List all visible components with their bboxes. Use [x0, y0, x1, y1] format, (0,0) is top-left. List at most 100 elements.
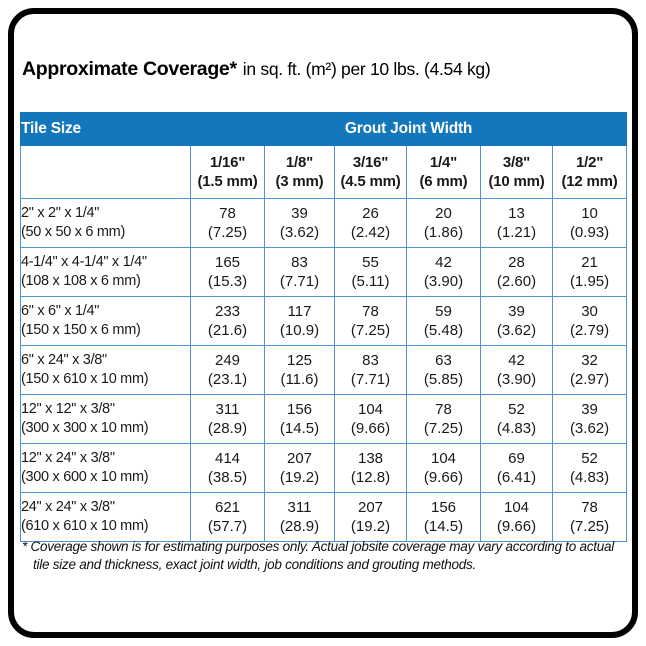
coverage-m2: (10.9)	[279, 322, 320, 339]
coverage-m2: (38.5)	[207, 469, 248, 486]
coverage-m2: (19.2)	[350, 518, 391, 535]
tile-size-mm: (50 x 50 x 6 mm)	[21, 224, 125, 240]
col-header: 1/4" (6 mm)	[406, 145, 481, 199]
coverage-sqft: 311	[287, 499, 312, 516]
table-row: 24" x 24" x 3/8" (610 x 610 x 10 mm) 621 (…	[20, 492, 628, 542]
coverage-m2: (15.3)	[207, 273, 248, 290]
tile-size-label: 6" x 24" x 3/8"	[21, 352, 107, 368]
coverage-cell: 83 (7.71)	[334, 345, 407, 395]
col-size: 3/16"	[352, 154, 389, 171]
coverage-sqft: 26	[362, 205, 379, 222]
coverage-cell: 104 (9.66)	[334, 394, 407, 444]
coverage-m2: (0.93)	[569, 224, 610, 241]
coverage-sqft: 13	[508, 205, 525, 222]
coverage-cell: 156 (14.5)	[264, 394, 335, 444]
coverage-m2: (3.90)	[423, 273, 464, 290]
tile-size-label: 24" x 24" x 3/8"	[21, 499, 115, 515]
coverage-cell: 42 (3.90)	[406, 247, 481, 297]
coverage-cell: 26 (2.42)	[334, 198, 407, 248]
coverage-cell: 83 (7.71)	[264, 247, 335, 297]
coverage-cell: 207 (19.2)	[334, 492, 407, 542]
coverage-m2: (1.95)	[569, 273, 610, 290]
coverage-cell: 55 (5.11)	[334, 247, 407, 297]
table-row: 6" x 24" x 3/8" (150 x 610 x 10 mm) 249 (2…	[20, 345, 628, 395]
coverage-m2: (9.66)	[423, 469, 464, 486]
coverage-table: Tile Size Grout Joint Width 1/16" (1.5 mm…	[20, 112, 628, 542]
coverage-m2: (3.62)	[279, 224, 320, 241]
coverage-sqft: 83	[291, 254, 308, 271]
page-title: Approximate Coverage* in sq. ft. (m²) per…	[22, 58, 491, 81]
coverage-cell: 20 (1.86)	[406, 198, 481, 248]
coverage-sqft: 10	[581, 205, 598, 222]
coverage-cell: 59 (5.48)	[406, 296, 481, 346]
col-header: 1/2" (12 mm)	[551, 145, 628, 199]
coverage-sqft: 207	[357, 499, 384, 516]
coverage-sqft: 20	[435, 205, 452, 222]
coverage-cell: 414 (38.5)	[190, 443, 265, 493]
coverage-cell: 156 (14.5)	[406, 492, 481, 542]
coverage-m2: (9.66)	[496, 518, 537, 535]
coverage-m2: (7.71)	[279, 273, 320, 290]
coverage-cell: 21 (1.95)	[551, 247, 628, 297]
coverage-cell: 28 (2.60)	[480, 247, 553, 297]
tile-size-cell: 12" x 24" x 3/8" (300 x 600 x 10 mm)	[20, 443, 191, 493]
coverage-m2: (3.62)	[569, 420, 610, 437]
coverage-cell: 621 (57.7)	[190, 492, 265, 542]
coverage-m2: (7.71)	[350, 371, 391, 388]
coverage-sqft: 165	[214, 254, 241, 271]
coverage-m2: (5.85)	[423, 371, 464, 388]
coverage-m2: (1.86)	[423, 224, 464, 241]
tile-size-label: 6" x 6" x 1/4"	[21, 303, 100, 319]
coverage-cell: 52 (4.83)	[480, 394, 553, 444]
coverage-sqft: 83	[362, 352, 379, 369]
coverage-cell: 42 (3.90)	[480, 345, 553, 395]
tile-size-cell: 4-1/4" x 4-1/4" x 1/4" (108 x 108 x 6 mm)	[20, 247, 191, 297]
tile-size-mm: (300 x 300 x 10 mm)	[21, 420, 149, 436]
coverage-cell: 78 (7.25)	[406, 394, 481, 444]
coverage-cell: 165 (15.3)	[190, 247, 265, 297]
coverage-sqft: 138	[357, 450, 384, 467]
coverage-sqft: 156	[286, 401, 313, 418]
coverage-cell: 207 (19.2)	[264, 443, 335, 493]
coverage-sqft: 249	[214, 352, 241, 369]
coverage-sqft: 32	[581, 352, 598, 369]
col-mm: (6 mm)	[419, 173, 468, 190]
table-row: 6" x 6" x 1/4" (150 x 150 x 6 mm) 233 (21.…	[20, 296, 628, 346]
coverage-sqft: 78	[362, 303, 379, 320]
coverage-m2: (7.25)	[350, 322, 391, 339]
coverage-m2: (2.42)	[350, 224, 391, 241]
coverage-sqft: 104	[503, 499, 530, 516]
coverage-sqft: 42	[508, 352, 525, 369]
coverage-sqft: 125	[286, 352, 313, 369]
col-mm: (4.5 mm)	[340, 173, 401, 190]
coverage-sqft: 78	[219, 205, 236, 222]
coverage-sqft: 156	[430, 499, 457, 516]
coverage-cell: 117 (10.9)	[264, 296, 335, 346]
tile-size-label: 12" x 24" x 3/8"	[21, 450, 115, 466]
coverage-cell: 13 (1.21)	[480, 198, 553, 248]
coverage-m2: (7.25)	[423, 420, 464, 437]
coverage-sqft: 78	[435, 401, 452, 418]
tile-size-label: 2" x 2" x 1/4"	[21, 205, 100, 221]
coverage-sqft: 414	[214, 450, 241, 467]
coverage-m2: (21.6)	[207, 322, 248, 339]
col-size: 1/4"	[429, 154, 458, 171]
coverage-m2: (2.79)	[569, 322, 610, 339]
coverage-m2: (7.25)	[207, 224, 248, 241]
coverage-m2: (2.60)	[496, 273, 537, 290]
coverage-cell: 78 (7.25)	[334, 296, 407, 346]
coverage-cell: 78 (7.25)	[551, 492, 628, 542]
col-header: 1/16" (1.5 mm)	[190, 145, 265, 199]
table-row: 4-1/4" x 4-1/4" x 1/4" (108 x 108 x 6 mm)…	[20, 247, 628, 297]
tile-size-cell: 12" x 12" x 3/8" (300 x 300 x 10 mm)	[20, 394, 191, 444]
coverage-sqft: 59	[435, 303, 452, 320]
coverage-sqft: 39	[581, 401, 598, 418]
footnote: * Coverage shown is for estimating purpo…	[22, 539, 615, 572]
coverage-cell: 78 (7.25)	[190, 198, 265, 248]
coverage-cell: 52 (4.83)	[551, 443, 628, 493]
coverage-sqft: 21	[581, 254, 598, 271]
col-mm: (12 mm)	[561, 173, 618, 190]
col-mm: (10 mm)	[488, 173, 545, 190]
tile-size-label: 12" x 12" x 3/8"	[21, 401, 115, 417]
col-header: 3/16" (4.5 mm)	[334, 145, 407, 199]
